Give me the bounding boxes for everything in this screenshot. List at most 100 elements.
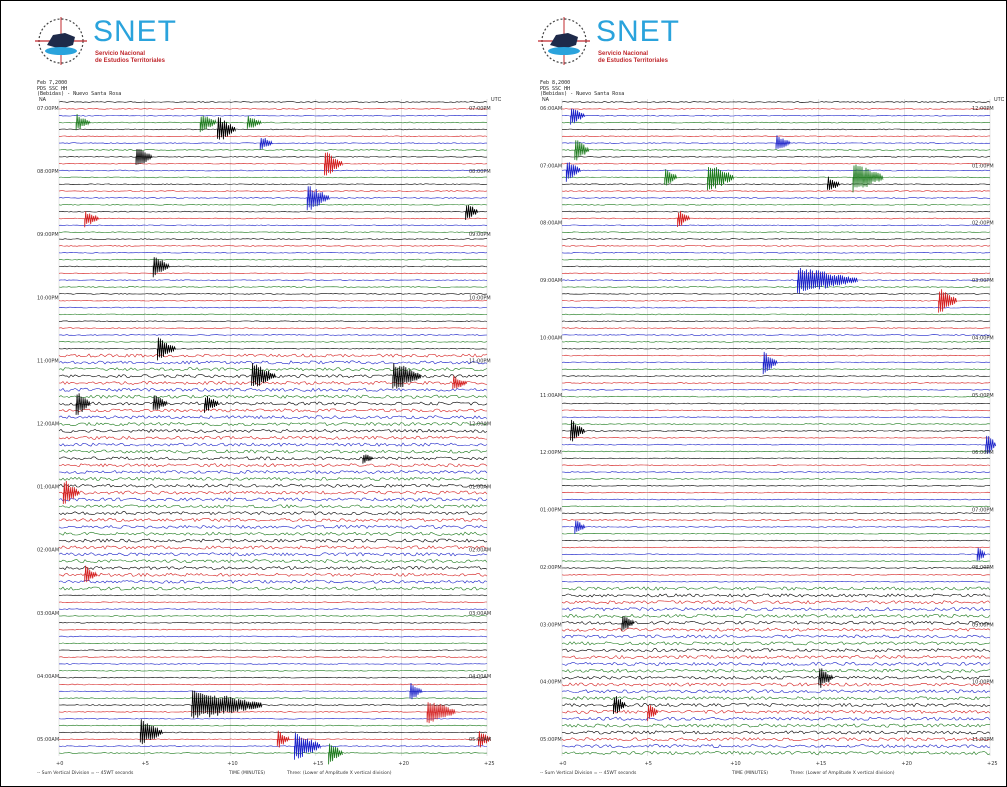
trace-line — [561, 306, 991, 309]
left-time-label: 07:00AM — [540, 163, 562, 169]
trace-line — [561, 293, 991, 295]
trace-line — [562, 210, 991, 213]
trace-line — [58, 380, 488, 386]
trace-line — [58, 615, 488, 617]
trace-line — [561, 135, 991, 138]
left-time-label: 08:00AM — [540, 221, 562, 227]
left-time-label: 09:00PM — [37, 232, 59, 238]
trace-line — [561, 101, 991, 103]
trace-line — [58, 334, 488, 336]
trace-line — [561, 737, 991, 742]
seismic-traces: +0 +5 +10 +15 +20 +25 06:00AM 07:00AM 08:00AM 09:… — [540, 99, 998, 767]
trace-line — [58, 401, 488, 406]
seismic-event-burst — [827, 176, 840, 191]
trace-line — [561, 258, 991, 261]
right-time-label: 03:00PM — [972, 278, 994, 284]
trace-line — [58, 538, 488, 543]
trace-line — [58, 217, 488, 220]
header-location: (Bebidas) - Nuevo Santa Rosa — [37, 91, 122, 97]
right-time-label: 03:00AM — [469, 611, 491, 617]
x-tick-label: +15 — [313, 761, 324, 767]
trace-line — [58, 594, 488, 597]
seismic-event-burst — [324, 152, 343, 176]
trace-line — [58, 717, 488, 720]
trace-line — [58, 490, 488, 495]
trace-line — [58, 483, 488, 488]
trace-line — [561, 600, 991, 605]
trace-line — [58, 704, 488, 706]
left-time-label: 12:00PM — [540, 450, 562, 456]
x-tick-label: +10 — [730, 761, 741, 767]
trace-line — [562, 313, 991, 316]
trace-line — [561, 654, 991, 660]
seismic-event-burst — [426, 702, 456, 724]
trace-line — [561, 744, 991, 749]
trace-line — [561, 286, 991, 288]
seismic-event-burst — [570, 419, 585, 442]
trace-line — [58, 656, 488, 658]
left-time-label: 02:00AM — [37, 548, 59, 554]
trace-line — [58, 676, 488, 679]
trace-line — [58, 394, 488, 399]
trace-line — [58, 669, 488, 672]
seismic-event-burst — [938, 289, 957, 313]
seismic-event-burst — [452, 375, 468, 390]
snet-logo-icon — [538, 17, 590, 65]
x-tick-label: +10 — [227, 761, 238, 767]
right-time-label: 06:00PM — [972, 450, 994, 456]
seismic-event-burst — [139, 719, 163, 745]
trace-line — [58, 552, 488, 557]
seismic-traces: +0 +5 +10 +15 +20 +25 07:00PM 08:00PM 09:00PM 10:… — [37, 99, 495, 767]
brand-subtitle: Servicio Nacional de Estudios Territoria… — [598, 51, 688, 65]
seismic-event-burst — [251, 363, 276, 387]
trace-line — [58, 504, 488, 509]
trace-line — [58, 162, 488, 165]
trace-line — [561, 416, 991, 419]
seismic-event-burst — [217, 117, 236, 140]
brand-subtitle-line2: de Estudios Territoriales — [598, 58, 668, 64]
trace-line — [58, 752, 488, 754]
trace-line — [58, 545, 488, 550]
left-time-label: 11:00PM — [37, 358, 59, 364]
trace-line — [58, 635, 488, 638]
trace-line — [58, 108, 488, 110]
left-time-label: 04:00PM — [540, 680, 562, 686]
trace-line — [561, 593, 991, 598]
left-time-label: 02:00PM — [540, 565, 562, 571]
trace-line — [561, 627, 991, 632]
header-date: Feb 8,2000 — [540, 80, 571, 86]
seismic-event-burst — [613, 696, 626, 715]
trace-line — [561, 613, 991, 618]
trace-line — [58, 586, 488, 591]
seismic-event-burst — [328, 743, 343, 765]
trace-line — [58, 341, 488, 343]
trace-line — [59, 142, 487, 144]
trace-line — [561, 402, 991, 405]
seismic-event-burst — [75, 114, 91, 131]
left-time-label: 03:00AM — [37, 611, 59, 617]
trace-line — [561, 709, 991, 714]
trace-line — [58, 293, 488, 295]
trace-line — [561, 634, 991, 639]
trace-line — [561, 341, 991, 343]
trace-line — [562, 498, 991, 501]
unit-right-label: UTC — [994, 97, 1005, 103]
seismic-event-burst — [570, 108, 585, 125]
seismic-event-burst — [775, 135, 791, 149]
trace-line — [58, 387, 488, 392]
trace-line — [59, 724, 487, 727]
trace-line — [58, 601, 487, 604]
trace-line — [561, 423, 991, 425]
seismic-event-burst — [392, 363, 422, 389]
trace-line — [561, 368, 991, 371]
x-tick-label: +25 — [987, 761, 998, 767]
trace-line — [58, 347, 488, 350]
trace-line — [561, 183, 991, 186]
trace-line — [561, 560, 991, 562]
trace-line — [561, 716, 991, 721]
trace-line — [58, 149, 488, 151]
right-time-label: 05:00PM — [972, 393, 994, 399]
seismic-event-burst — [75, 393, 91, 415]
trace-line — [58, 408, 488, 413]
